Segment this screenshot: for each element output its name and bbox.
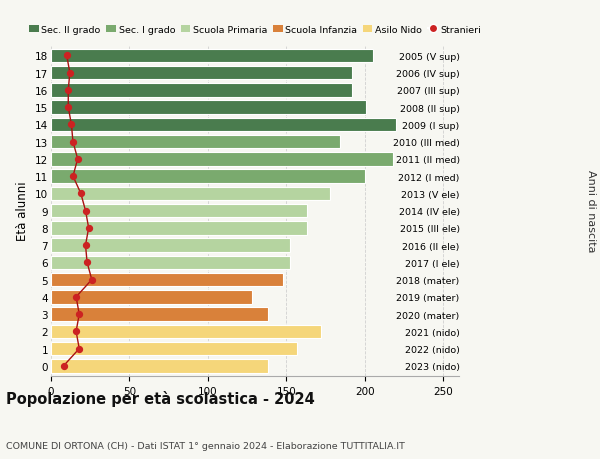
Point xyxy=(62,52,71,60)
Bar xyxy=(51,84,352,97)
Point xyxy=(84,225,94,232)
Bar xyxy=(51,325,321,338)
Bar xyxy=(51,273,283,287)
Point xyxy=(71,328,81,335)
Point xyxy=(81,242,91,249)
Point xyxy=(67,121,76,129)
Y-axis label: Età alunni: Età alunni xyxy=(16,181,29,241)
Bar xyxy=(51,187,331,201)
Point xyxy=(71,294,81,301)
Legend: Sec. II grado, Sec. I grado, Scuola Primaria, Scuola Infanzia, Asilo Nido, Stran: Sec. II grado, Sec. I grado, Scuola Prim… xyxy=(29,26,481,34)
Point xyxy=(87,276,97,284)
Bar xyxy=(51,67,352,80)
Point xyxy=(74,345,84,353)
Point xyxy=(68,173,78,180)
Bar xyxy=(51,308,268,321)
Bar xyxy=(51,135,340,149)
Bar xyxy=(51,291,252,304)
Bar xyxy=(51,170,365,184)
Bar xyxy=(51,204,307,218)
Bar xyxy=(51,50,373,63)
Point xyxy=(68,139,78,146)
Point xyxy=(59,363,68,370)
Text: Popolazione per età scolastica - 2024: Popolazione per età scolastica - 2024 xyxy=(6,390,315,406)
Bar xyxy=(51,342,298,356)
Bar xyxy=(51,153,393,166)
Bar xyxy=(51,239,290,252)
Bar xyxy=(51,101,367,115)
Point xyxy=(65,70,74,77)
Bar xyxy=(51,118,396,132)
Point xyxy=(76,190,86,197)
Bar xyxy=(51,256,290,269)
Text: Anni di nascita: Anni di nascita xyxy=(586,170,596,252)
Point xyxy=(81,207,91,215)
Bar xyxy=(51,359,268,373)
Text: COMUNE DI ORTONA (CH) - Dati ISTAT 1° gennaio 2024 - Elaborazione TUTTITALIA.IT: COMUNE DI ORTONA (CH) - Dati ISTAT 1° ge… xyxy=(6,441,405,450)
Point xyxy=(64,87,73,95)
Point xyxy=(73,156,82,163)
Point xyxy=(82,259,92,266)
Point xyxy=(64,104,73,112)
Bar xyxy=(51,222,307,235)
Point xyxy=(74,311,84,318)
